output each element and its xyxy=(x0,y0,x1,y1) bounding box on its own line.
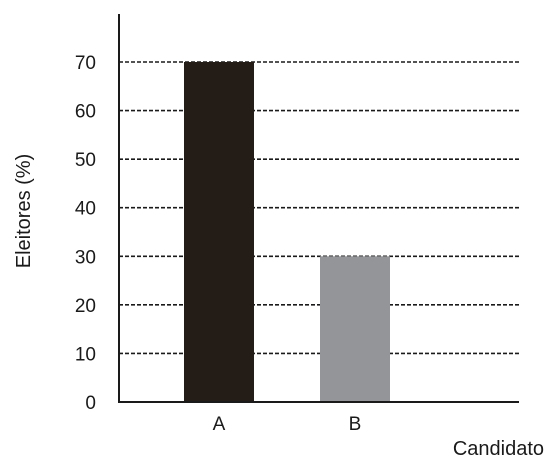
y-tick-label: 0 xyxy=(85,393,96,414)
y-tick-label: 70 xyxy=(75,53,96,74)
x-axis-title: Candidato xyxy=(453,438,544,457)
y-tick-label: 10 xyxy=(75,344,96,365)
x-tick-label: B xyxy=(349,414,362,435)
y-tick-label: 20 xyxy=(75,296,96,317)
bars xyxy=(184,62,390,402)
bar-b xyxy=(320,256,390,402)
y-tick-label: 40 xyxy=(75,199,96,220)
bar-a xyxy=(184,62,254,402)
x-tick-label: A xyxy=(213,414,226,435)
y-tick-labels: 0 10 20 30 40 50 60 70 xyxy=(75,53,96,414)
y-tick-label: 30 xyxy=(75,247,96,268)
y-tick-label: 50 xyxy=(75,150,96,171)
y-axis-title: Eleitores (%) xyxy=(13,154,35,268)
y-tick-label: 60 xyxy=(75,102,96,123)
gridlines xyxy=(119,61,519,355)
